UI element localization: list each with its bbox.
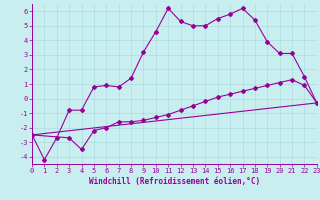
X-axis label: Windchill (Refroidissement éolien,°C): Windchill (Refroidissement éolien,°C) <box>89 177 260 186</box>
